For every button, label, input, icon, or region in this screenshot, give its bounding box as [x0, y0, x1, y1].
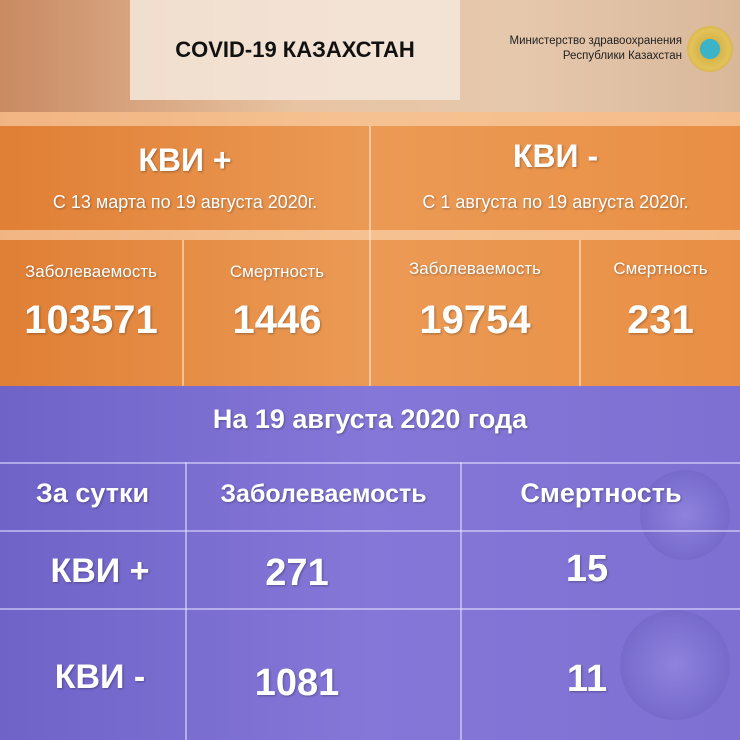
cases-label: Заболеваемость: [409, 259, 541, 278]
divider: [460, 462, 462, 740]
table-header: Заболеваемость: [220, 480, 427, 508]
kvi-minus-period: С 1 августа по 19 августа 2020г.: [422, 192, 689, 212]
daily-title: На 19 августа 2020 года: [212, 404, 528, 434]
kazakhstan-emblem-icon: [687, 26, 733, 72]
deaths-label: Смертность: [613, 259, 708, 278]
divider: [0, 530, 740, 532]
deaths-value: 1446: [232, 298, 322, 342]
virus-icon: [620, 610, 730, 720]
page-title: COVID-19 КАЗАХСТАН: [130, 0, 460, 100]
row-label: КВИ -: [54, 658, 146, 696]
ministry-name: Министерство здравоохранения Республики …: [510, 34, 683, 64]
ministry-line-1: Министерство здравоохранения: [509, 35, 683, 47]
divider: [0, 462, 740, 464]
table-header: За сутки: [35, 478, 150, 508]
divider: [0, 112, 740, 126]
divider: [182, 240, 184, 386]
divider: [369, 126, 371, 386]
cell-value: 15: [565, 548, 609, 590]
cell-value: 1081: [254, 662, 340, 704]
table-header: Смертность: [520, 478, 682, 508]
kvi-plus-period: С 13 марта по 19 августа 2020г.: [52, 192, 318, 212]
divider: [185, 462, 187, 740]
deaths-value: 231: [627, 298, 694, 342]
cases-value: 19754: [419, 298, 531, 342]
virus-icon: [640, 470, 730, 560]
kvi-minus-title: КВИ -: [512, 138, 599, 174]
cell-value: 271: [265, 552, 329, 594]
ministry-line-2: Республики Казахстан: [562, 50, 682, 62]
daily-section: [0, 386, 740, 740]
cell-value: 11: [566, 658, 608, 700]
deaths-label: Смертность: [229, 262, 325, 281]
cases-label: Заболеваемость: [25, 262, 157, 281]
cases-value: 103571: [24, 298, 158, 342]
divider: [579, 240, 581, 386]
row-label: КВИ +: [50, 552, 150, 590]
kvi-plus-title: КВИ +: [138, 142, 232, 178]
divider: [0, 608, 740, 610]
